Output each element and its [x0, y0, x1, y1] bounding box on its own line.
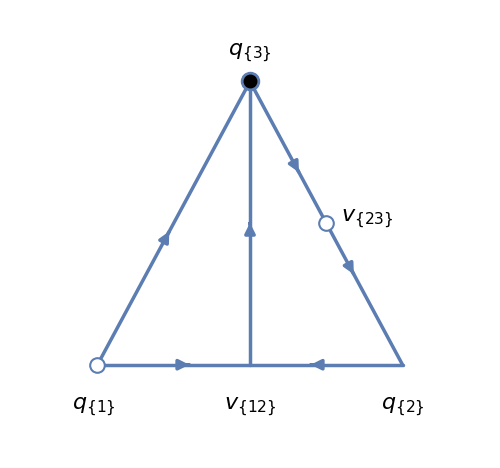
Text: $q_{\{1\}}$: $q_{\{1\}}$: [72, 395, 116, 419]
Text: $q_{\{3\}}$: $q_{\{3\}}$: [228, 42, 272, 65]
Text: $v_{\{12\}}$: $v_{\{12\}}$: [224, 395, 276, 419]
Text: $v_{\{23\}}$: $v_{\{23\}}$: [341, 208, 394, 231]
Text: $q_{\{2\}}$: $q_{\{2\}}$: [380, 395, 424, 419]
